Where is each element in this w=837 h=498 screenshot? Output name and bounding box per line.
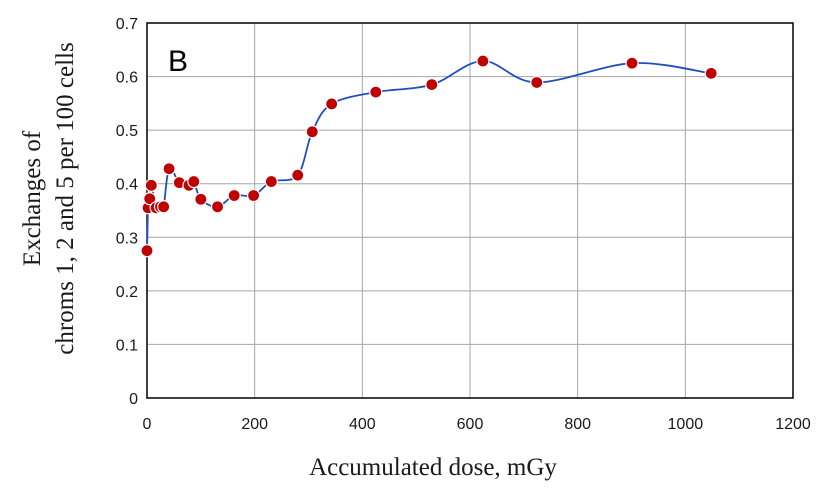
data-point [143, 192, 157, 206]
x-tick-label: 200 [241, 416, 268, 433]
gridlines [146, 22, 794, 399]
data-point [369, 85, 383, 99]
data-point [264, 174, 278, 189]
data-points [140, 54, 718, 258]
data-point [140, 244, 154, 258]
y-axis-title: Exchanges of chroms 1, 2 and 5 per 100 c… [19, 42, 79, 354]
y-axis-title-line-1: Exchanges of [19, 130, 46, 266]
data-point [476, 54, 490, 68]
x-tick-label: 600 [457, 416, 484, 433]
data-point [246, 188, 261, 203]
y-tick-label: 0 [129, 391, 138, 408]
y-tick-label: 0.2 [116, 284, 138, 301]
x-tick-label: 400 [349, 416, 376, 433]
y-axis-title-line-2: chroms 1, 2 and 5 per 100 cells [52, 42, 79, 354]
data-point [625, 56, 639, 70]
x-axis-title: Accumulated dose, mGy [309, 454, 557, 481]
x-tick-label: 800 [564, 416, 591, 433]
data-point [144, 178, 158, 192]
panel-label: B [168, 45, 188, 78]
data-point [305, 125, 319, 139]
x-tick-label: 0 [143, 416, 152, 433]
data-point [157, 200, 171, 214]
data-point [704, 66, 718, 80]
data-point [162, 162, 176, 176]
y-tick-label: 0.5 [116, 123, 138, 140]
x-tick-label: 1200 [775, 416, 811, 433]
data-point [425, 78, 439, 92]
data-point [325, 97, 339, 111]
data-point [291, 168, 305, 182]
y-tick-label: 0.7 [116, 16, 138, 33]
y-tick-label: 0.3 [116, 230, 138, 247]
data-point [530, 75, 544, 90]
data-point [210, 200, 225, 214]
y-tick-label: 0.6 [116, 70, 138, 87]
tick-labels: 0 200 400 600 800 1000 1200 0 0.1 0.2 0.3 0.4 0.5 0.6… [116, 16, 811, 433]
data-point [187, 174, 201, 189]
y-tick-label: 0.1 [116, 337, 138, 354]
data-point [194, 192, 208, 206]
data-point [227, 188, 241, 203]
x-tick-label: 1000 [668, 416, 704, 433]
y-tick-label: 0.4 [116, 177, 138, 194]
